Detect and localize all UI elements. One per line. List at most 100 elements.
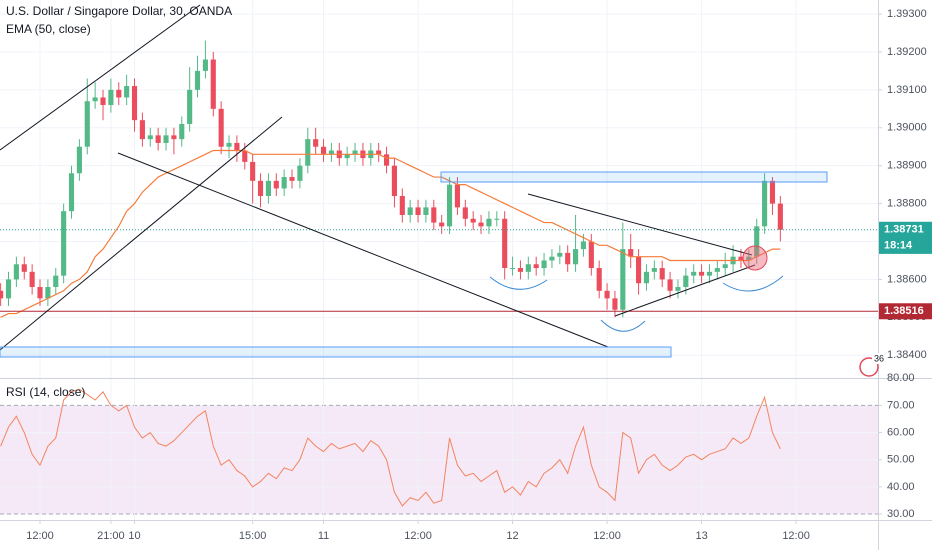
y-tick-label: 50.00	[887, 454, 915, 466]
trend-line	[614, 264, 756, 317]
candle-body	[675, 287, 681, 291]
x-tick-label: 12	[506, 530, 518, 542]
candle-body	[179, 123, 185, 140]
candle-body	[746, 256, 752, 261]
candle-body	[289, 177, 295, 181]
candle-body	[171, 135, 177, 140]
y-tick-label: 60.00	[887, 426, 915, 438]
candle-body	[45, 287, 51, 299]
candle-body	[234, 142, 240, 151]
candle-body	[722, 264, 728, 269]
arc	[600, 319, 646, 332]
candle-body	[163, 135, 169, 143]
y-tick-label: 1.38900	[887, 160, 927, 172]
ema-line	[0, 149, 781, 318]
candle-body	[446, 184, 453, 227]
y-tick-label: 1.39300	[887, 8, 927, 20]
candle-body	[651, 268, 657, 272]
candle-body	[108, 89, 114, 106]
y-tick-label: 1.38400	[887, 349, 927, 361]
candle-body	[415, 207, 421, 215]
candle-body	[636, 256, 642, 284]
candle-body	[383, 154, 390, 166]
candle-body	[612, 298, 618, 310]
trend-line	[527, 193, 753, 256]
y-tick-label: 30.00	[887, 508, 915, 520]
candle-body	[706, 271, 713, 276]
candle-body	[344, 154, 350, 159]
arc	[489, 276, 548, 290]
candle-body	[320, 146, 327, 155]
candle-body	[699, 271, 705, 276]
y-tick-label: 1.39100	[887, 84, 927, 96]
candle-body	[376, 150, 382, 155]
drawings	[0, 4, 828, 358]
candle-body	[131, 86, 138, 121]
countdown: 18:14	[884, 240, 913, 252]
candle-body	[29, 271, 35, 288]
trend-line	[117, 152, 609, 348]
badge: 36	[874, 353, 884, 363]
y-tick-label: 1.39000	[887, 122, 927, 134]
candle-body	[423, 207, 429, 215]
candle-body	[777, 203, 783, 230]
candle-body	[439, 222, 445, 227]
candle-body	[124, 86, 130, 98]
y-tick-label: 70.00	[887, 399, 915, 411]
x-tick-label: 12:00	[404, 530, 432, 542]
candle-body	[328, 150, 334, 155]
candle-body	[257, 180, 264, 197]
candle-body	[494, 218, 500, 220]
candle-body	[510, 268, 516, 270]
candle-body	[92, 97, 98, 102]
candle-body	[407, 207, 413, 215]
candle-body	[454, 184, 460, 208]
candle-body	[84, 101, 90, 147]
badge-bg	[872, 353, 886, 364]
candle-body	[13, 264, 19, 280]
candle-body	[659, 268, 665, 280]
candle-body	[620, 249, 626, 310]
trend-line	[0, 4, 201, 151]
candle-body	[68, 173, 75, 212]
x-tick-label: 12:00	[26, 530, 54, 542]
candle-body	[147, 135, 153, 140]
y-tick-label: 40.00	[887, 481, 915, 493]
candle-body	[557, 252, 563, 257]
candle-body	[61, 211, 67, 276]
candle-body	[762, 180, 768, 227]
candle-body	[549, 256, 555, 261]
countdown-bg	[879, 237, 932, 254]
candle-body	[431, 207, 437, 223]
candle-body	[313, 139, 319, 147]
candle-body	[273, 180, 279, 189]
candle-body	[604, 290, 610, 299]
y-tick-label: 1.38800	[887, 198, 927, 210]
highlight-circle	[742, 245, 768, 271]
candle-body	[210, 59, 216, 109]
candle-body	[565, 252, 571, 265]
candle-body	[470, 218, 476, 223]
level-label-bg	[879, 303, 932, 320]
zone-rect	[0, 346, 672, 358]
candle-body	[139, 120, 145, 140]
candle-body	[202, 59, 208, 71]
legend-ema: EMA (50, close)	[6, 22, 91, 36]
candle-body	[37, 287, 43, 299]
x-tick-label: 21:00	[97, 530, 125, 542]
candle-body	[297, 165, 303, 181]
candle-body	[218, 108, 224, 147]
candle-body	[628, 249, 634, 257]
candle-body	[596, 268, 602, 291]
zone-rect	[440, 171, 828, 183]
candle-body	[226, 142, 232, 147]
y-tick-label: 80.00	[887, 372, 915, 384]
chart-title: U.S. Dollar / Singapore Dollar, 30, OAND…	[6, 4, 232, 18]
candle-body	[683, 275, 689, 288]
candle-body	[21, 264, 27, 272]
x-tick-label: 15:00	[239, 530, 267, 542]
y-tick-label: 1.39200	[887, 46, 927, 58]
candle-body	[486, 218, 492, 227]
candle-body	[580, 241, 587, 250]
